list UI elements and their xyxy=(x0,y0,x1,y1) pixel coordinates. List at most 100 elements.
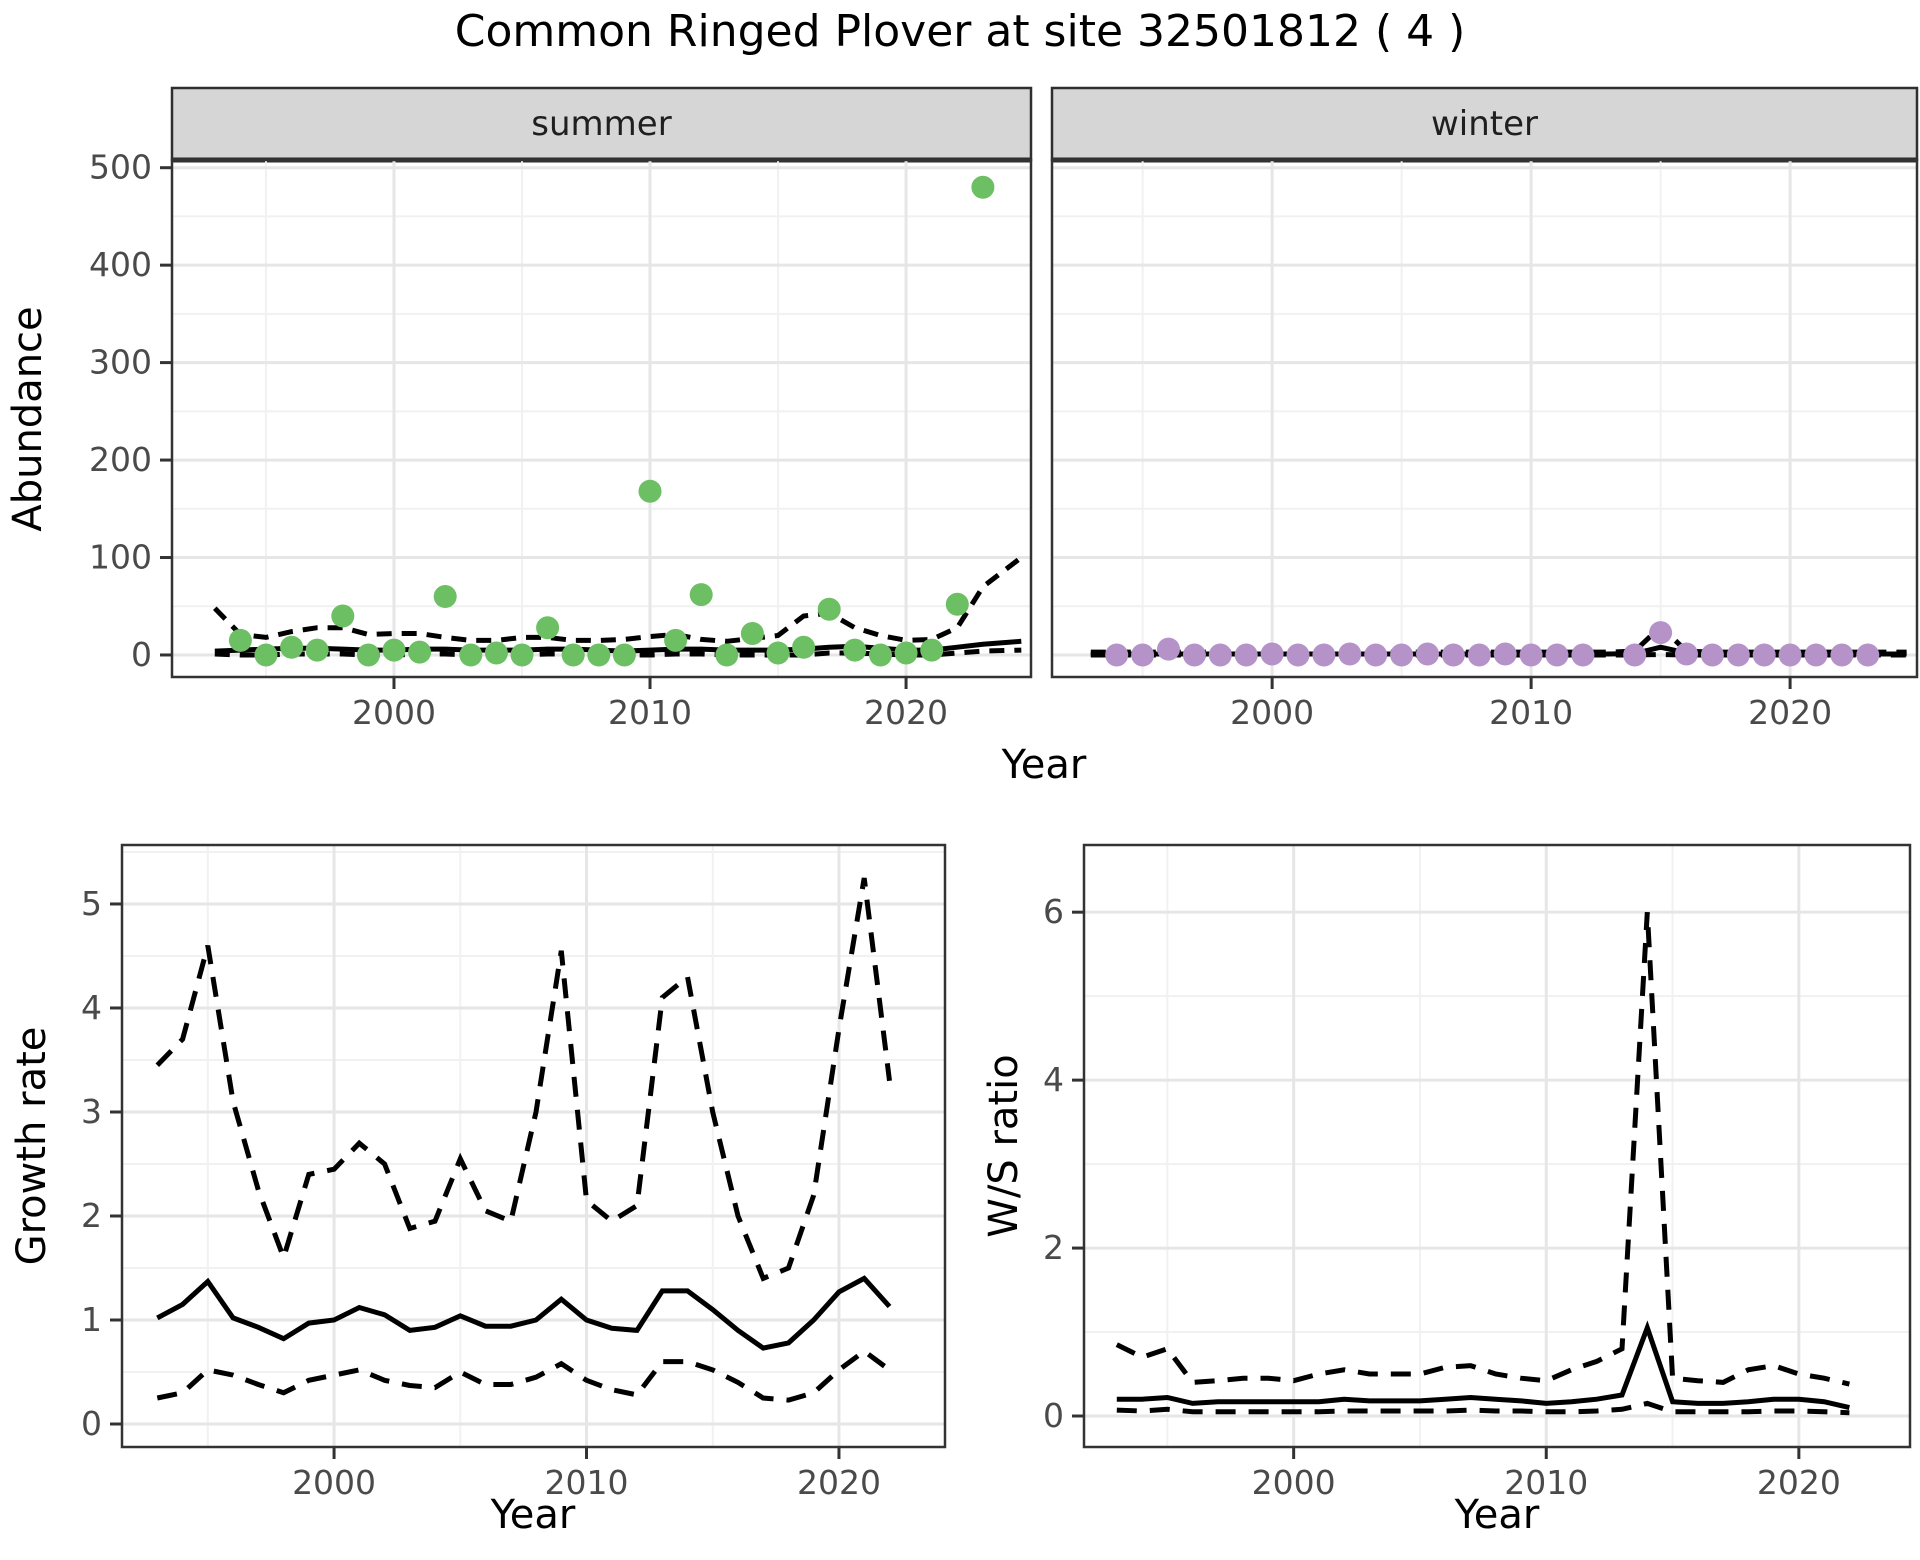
panel-border xyxy=(1082,843,1912,1449)
x-axis-title-bottom-left: Year xyxy=(490,1492,576,1538)
y-tick-label: 300 xyxy=(89,343,152,382)
data-point xyxy=(1338,642,1362,666)
panel-border xyxy=(120,843,947,1449)
ci-lower-line xyxy=(1116,1400,1850,1416)
median-line xyxy=(1116,1320,1850,1411)
y-axis-title-abundance: Abundance xyxy=(5,306,51,532)
x-tick-label: 2010 xyxy=(608,693,692,732)
data-point xyxy=(1519,643,1543,667)
data-point xyxy=(1675,642,1698,666)
data-point xyxy=(1390,643,1414,667)
median-line xyxy=(156,1275,892,1351)
x-tick-label: 2010 xyxy=(1489,693,1573,732)
data-point xyxy=(510,643,534,667)
data-point xyxy=(1208,643,1232,667)
y-tick-label: 4 xyxy=(1043,1060,1064,1099)
data-point xyxy=(689,583,713,607)
x-tick-label: 2010 xyxy=(545,1463,629,1502)
data-point xyxy=(280,635,304,659)
y-axis-title-growth-rate: Growth rate xyxy=(9,1026,55,1266)
facet-strip-winter: winter xyxy=(1052,88,1917,160)
data-point xyxy=(766,641,790,665)
y-tick-label: 0 xyxy=(81,1404,102,1443)
data-point xyxy=(1726,643,1750,667)
x-tick-label: 2000 xyxy=(1252,1463,1336,1502)
y-tick-label: 2 xyxy=(81,1196,102,1235)
data-point xyxy=(920,638,944,662)
data-point xyxy=(1260,642,1284,666)
data-point xyxy=(792,635,816,659)
data-point xyxy=(1856,643,1880,667)
x-tick-label: 2010 xyxy=(1504,1463,1588,1502)
data-point xyxy=(1131,643,1155,667)
data-point xyxy=(561,643,585,667)
data-point xyxy=(1804,643,1828,667)
x-tick-label: 2000 xyxy=(292,1463,376,1502)
facet-strip-summer: summer xyxy=(172,88,1031,160)
y-tick-label: 5 xyxy=(81,884,102,923)
data-point xyxy=(740,622,764,645)
series-layer xyxy=(1115,912,1850,1416)
data-point xyxy=(459,643,483,667)
data-point xyxy=(894,641,918,665)
data-point xyxy=(1623,643,1647,667)
x-tick-label: 2020 xyxy=(1757,1463,1841,1502)
x-tick-label: 2000 xyxy=(352,693,436,732)
data-point xyxy=(612,643,636,667)
data-point xyxy=(331,604,355,628)
ci-upper-line xyxy=(155,877,892,1282)
y-tick-label: 0 xyxy=(131,635,152,674)
series-layer xyxy=(155,877,892,1403)
data-point xyxy=(1182,643,1206,667)
panel-border xyxy=(170,158,1033,679)
data-point xyxy=(254,643,278,667)
y-tick-label: 3 xyxy=(81,1092,102,1131)
y-tick-label: 400 xyxy=(89,245,152,284)
ci-lower-line xyxy=(156,1348,891,1403)
data-point xyxy=(971,175,995,199)
ci-upper-line xyxy=(213,555,1023,644)
data-point xyxy=(1571,643,1595,667)
data-point xyxy=(305,638,329,662)
y-tick-label: 200 xyxy=(89,440,152,479)
data-point xyxy=(1364,643,1388,667)
data-point xyxy=(1467,643,1491,667)
data-point xyxy=(1752,643,1776,667)
data-point xyxy=(1286,643,1310,667)
panel-abundance-winter: 2000 2010 2020 xyxy=(1050,86,1919,732)
y-tick-label: 1 xyxy=(81,1300,102,1339)
data-point xyxy=(945,592,969,616)
x-axis-title-bottom-right: Year xyxy=(1454,1492,1540,1538)
y-tick-label: 100 xyxy=(89,538,152,577)
data-point xyxy=(1441,643,1465,667)
series-layer xyxy=(1090,621,1907,667)
data-point xyxy=(715,643,739,667)
data-point xyxy=(1157,637,1180,661)
facet-strip-summer-label: summer xyxy=(531,104,672,144)
data-point xyxy=(1545,643,1569,667)
y-tick-label: 6 xyxy=(1043,892,1064,931)
data-point xyxy=(228,628,252,652)
panel-growth-rate: 2000 2010 2020 0 1 2 3 4 5 xyxy=(81,843,947,1502)
data-point xyxy=(1700,643,1724,667)
data-point xyxy=(1778,643,1802,667)
data-point xyxy=(382,638,406,662)
y-tick-label: 4 xyxy=(81,988,102,1027)
data-point xyxy=(869,643,892,667)
panel-abundance-summer: 2000 2010 2020 0 100 200 300 400 500 xyxy=(89,86,1033,732)
data-point xyxy=(484,641,508,665)
plot-title: Common Ringed Plover at site 32501812 ( … xyxy=(454,6,1466,57)
data-point xyxy=(536,616,560,640)
facet-strip-box xyxy=(170,86,1033,162)
panel-border xyxy=(1050,158,1919,679)
panel-ws-ratio: 2000 2010 2020 0 2 4 6 xyxy=(1043,843,1912,1502)
y-axis-title-ws-ratio: W/S ratio xyxy=(981,1054,1027,1238)
data-point xyxy=(843,638,867,662)
ci-upper-line xyxy=(1115,912,1850,1387)
data-point xyxy=(408,640,432,664)
x-tick-label: 2020 xyxy=(797,1463,881,1502)
data-point xyxy=(817,597,841,621)
x-tick-label: 2020 xyxy=(864,693,948,732)
